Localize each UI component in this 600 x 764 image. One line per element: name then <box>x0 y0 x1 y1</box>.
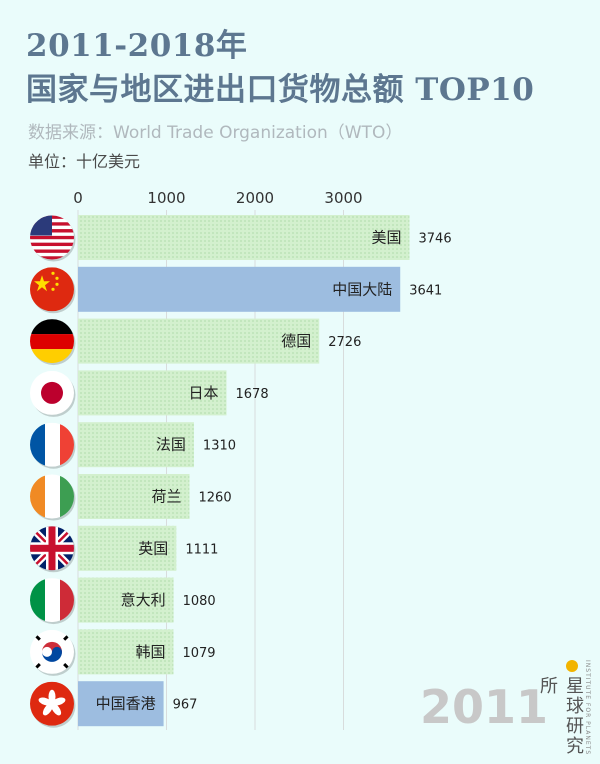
bar <box>78 318 320 364</box>
bar-category-label: 中国香港 <box>96 695 156 713</box>
bar-value-label: 2726 <box>328 335 361 350</box>
bar-category-label: 英国 <box>138 539 168 557</box>
bar <box>78 370 227 416</box>
bar <box>78 577 174 623</box>
bar-value-label: 1111 <box>185 542 218 557</box>
bar-value-label: 967 <box>173 698 198 713</box>
bar-category-label: 荷兰 <box>151 488 181 506</box>
x-tick-label: 3000 <box>324 189 362 207</box>
year-label: 2011 <box>420 680 549 734</box>
brand-logo-icon <box>566 660 578 672</box>
title-line-1: 2011-2018年 <box>26 28 248 64</box>
bar-category-label: 美国 <box>372 229 402 247</box>
brand-name: 星球研究所 <box>537 676 584 756</box>
italy-flag-icon <box>30 578 76 625</box>
bar <box>78 215 410 260</box>
bar-value-label: 1080 <box>183 594 216 609</box>
bar <box>78 681 164 727</box>
us-flag-icon <box>30 215 76 262</box>
netherlands-flag-icon <box>30 474 76 521</box>
bar-category-label: 中国大陆 <box>332 280 392 298</box>
bar-value-label: 1310 <box>203 439 236 454</box>
bar-value-label: 3641 <box>409 283 442 298</box>
bar-category-label: 德国 <box>281 332 311 350</box>
bar-value-label: 1079 <box>182 646 215 661</box>
brand-subtitle: INSTITUTE FOR PLANETS <box>584 660 591 756</box>
bar-category-label: 意大利 <box>121 591 166 609</box>
data-source: 数据来源：World Trade Organization（WTO） <box>28 123 403 143</box>
uk-flag-icon <box>30 526 76 573</box>
x-tick-label: 2000 <box>236 189 274 207</box>
hongkong-flag-icon <box>30 681 76 728</box>
bar-category-label: 韩国 <box>135 643 165 661</box>
x-tick-label: 0 <box>73 189 83 207</box>
bar-value-label: 1260 <box>199 491 232 506</box>
bar <box>78 629 174 675</box>
x-tick-label: 1000 <box>147 189 185 207</box>
korea-flag-icon <box>30 629 76 676</box>
bar-value-label: 1678 <box>236 387 269 402</box>
germany-flag-icon <box>30 319 76 366</box>
bar <box>78 422 194 468</box>
china-flag-icon <box>30 267 76 314</box>
bar-value-label: 3746 <box>419 232 452 247</box>
japan-flag-icon <box>30 370 76 417</box>
bar-category-label: 法国 <box>156 436 186 454</box>
bar <box>78 266 401 312</box>
france-flag-icon <box>30 422 76 469</box>
bar <box>78 525 177 571</box>
bar <box>78 474 190 519</box>
title-line-2: 国家与地区进出口货物总额 TOP10 <box>26 72 535 108</box>
bar-category-label: 日本 <box>188 384 218 402</box>
unit-label: 单位：十亿美元 <box>28 152 141 171</box>
